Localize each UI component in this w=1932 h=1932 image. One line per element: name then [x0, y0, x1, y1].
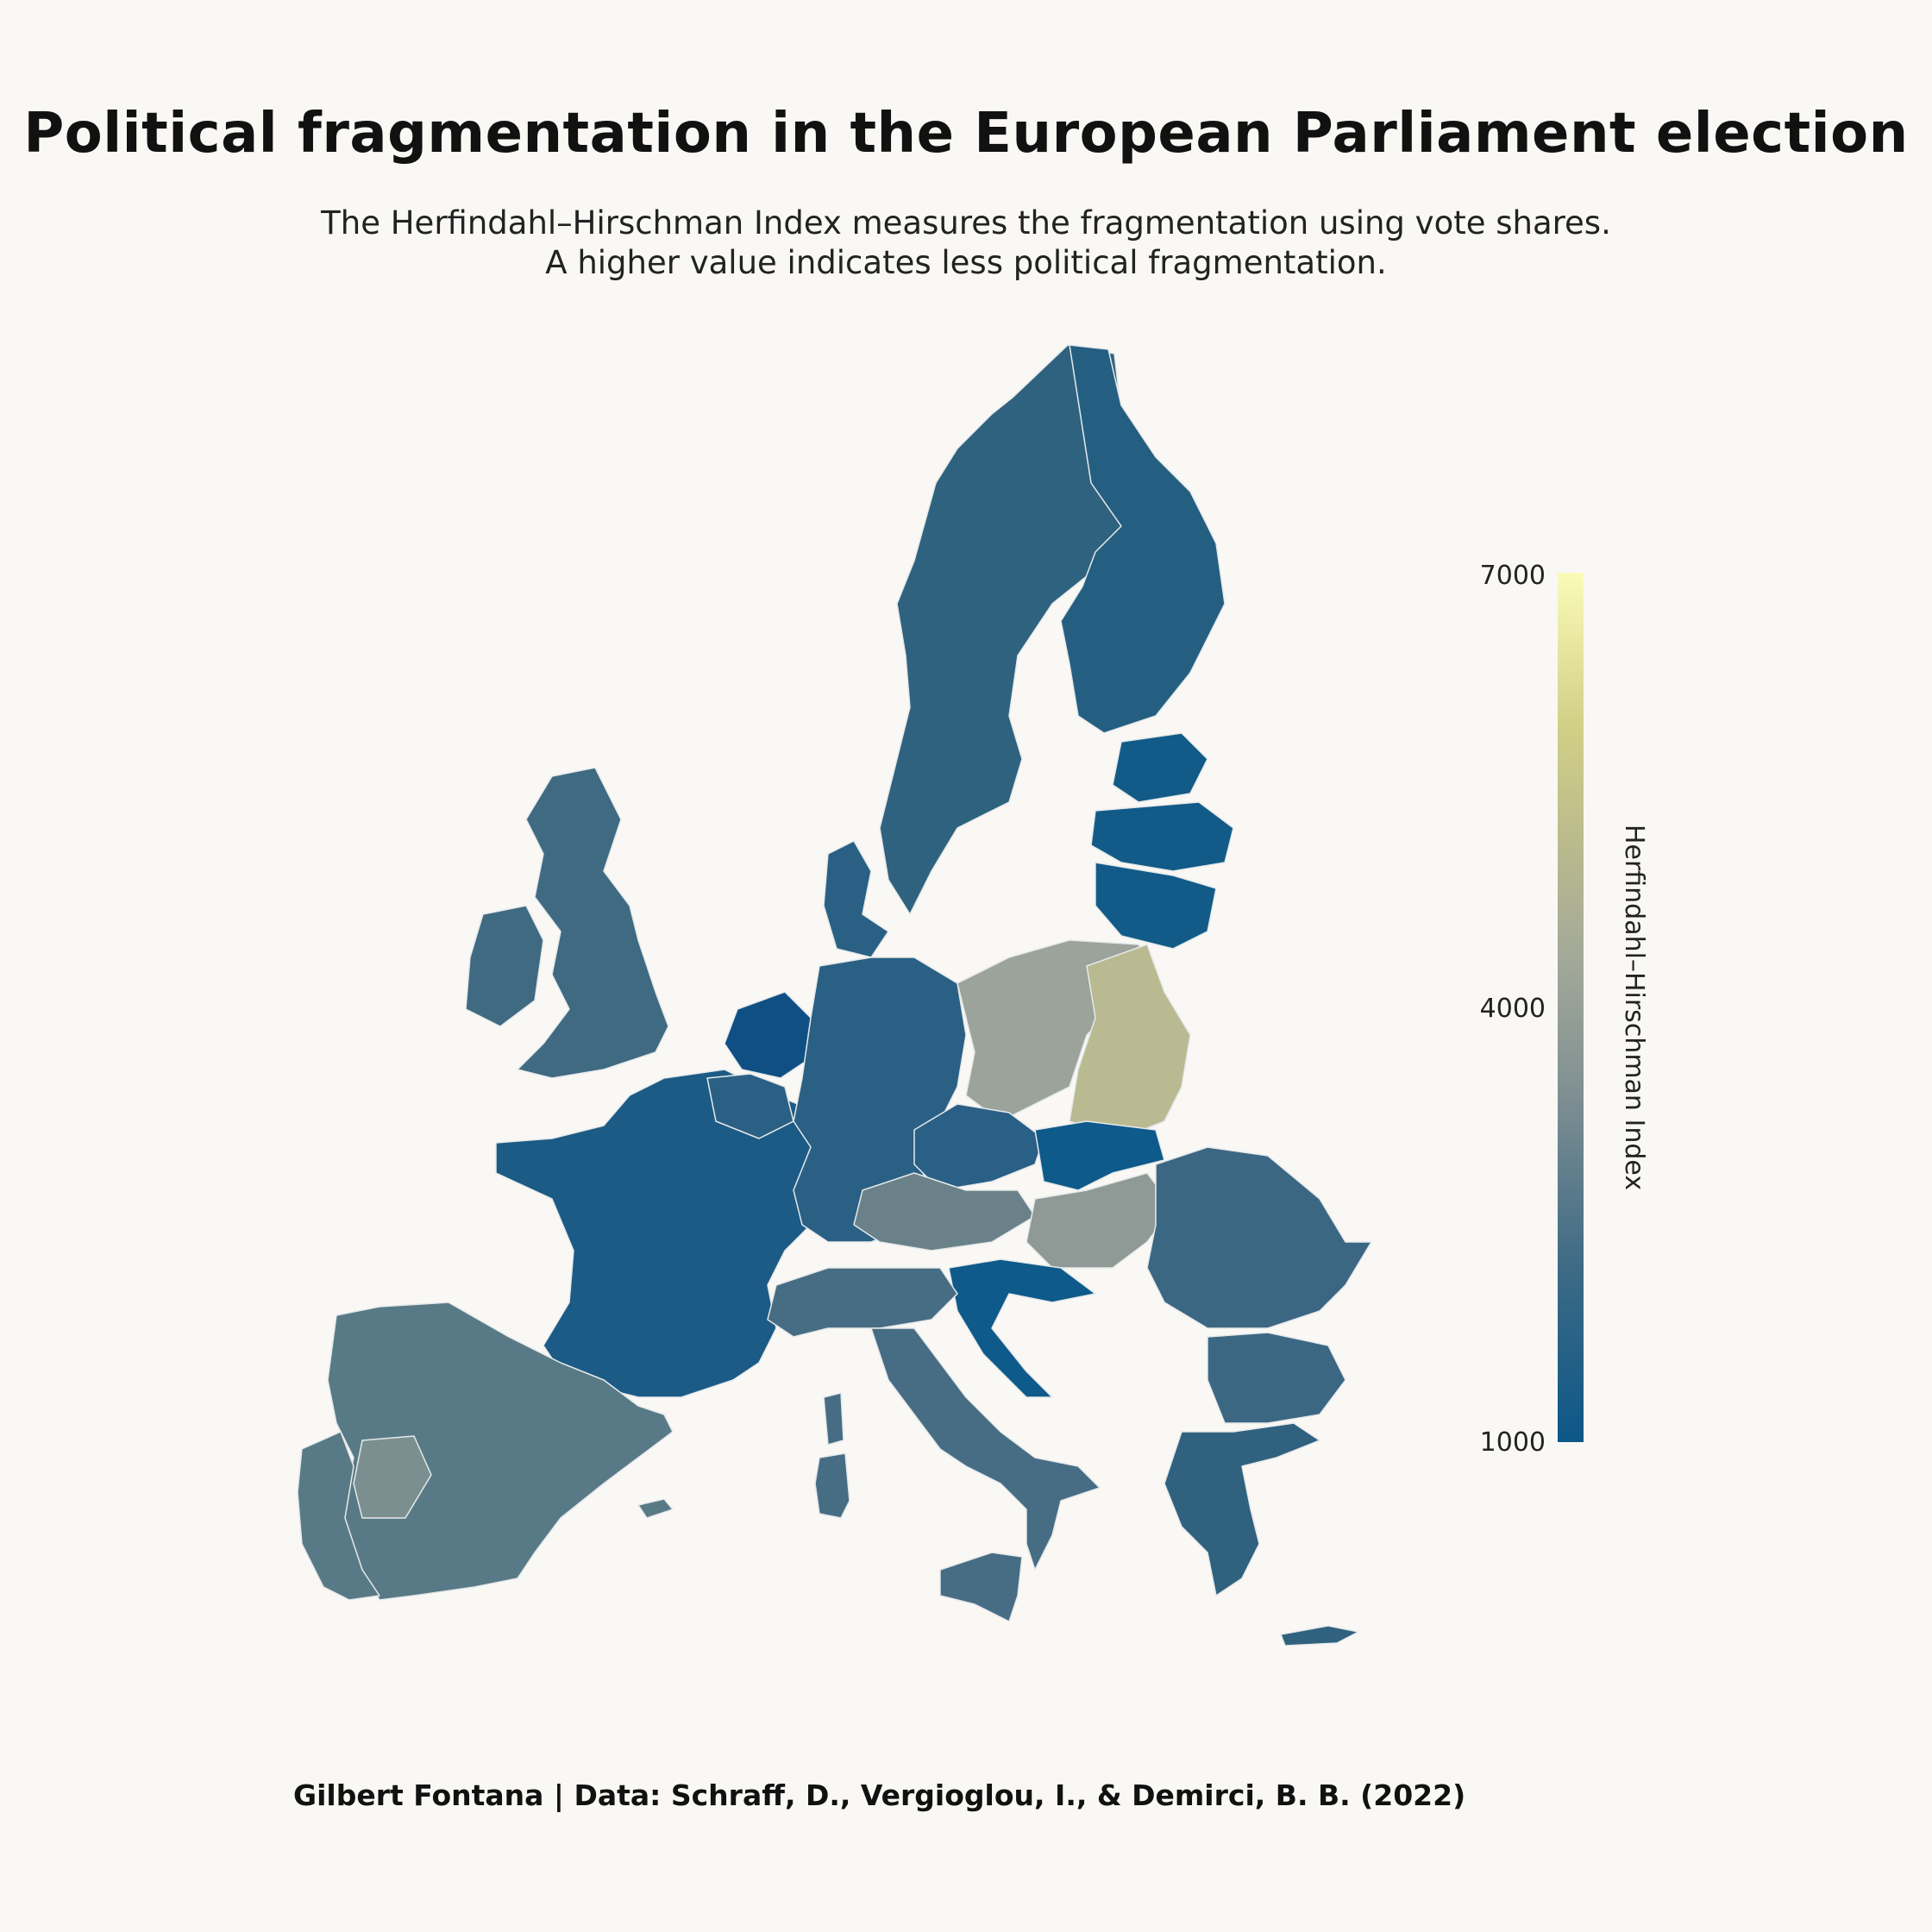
legend-tick-min: 1000	[1479, 1427, 1546, 1458]
region-slovakia	[1034, 1120, 1165, 1191]
region-latvia	[1090, 801, 1234, 872]
region-crete	[1280, 1625, 1359, 1647]
region-ireland	[465, 905, 544, 1027]
region-italy-north	[767, 1267, 958, 1338]
region-uk	[517, 767, 669, 1079]
subtitle: The Herfindahl–Hirschman Index measures …	[0, 204, 1932, 283]
legend-tick-mid: 4000	[1479, 994, 1546, 1024]
region-estonia	[1112, 732, 1208, 803]
region-balearic	[637, 1498, 674, 1519]
region-denmark	[823, 840, 889, 958]
region-central-spain	[353, 1435, 432, 1519]
region-croatia	[948, 1258, 1096, 1398]
region-austria	[853, 1172, 1036, 1251]
legend-colorbar	[1558, 573, 1584, 1442]
legend-tick-max: 7000	[1479, 561, 1546, 591]
region-corsica	[823, 1392, 844, 1446]
subtitle-line-2: A higher value indicates less political …	[545, 244, 1387, 281]
region-sicily	[939, 1552, 1023, 1622]
region-romania	[1146, 1146, 1372, 1329]
region-hungary	[1026, 1172, 1174, 1269]
region-bulgaria	[1207, 1332, 1346, 1424]
region-lithuania	[1095, 862, 1217, 950]
region-czechia	[913, 1103, 1044, 1191]
region-greece	[1164, 1422, 1320, 1596]
page-title: Political fragmentation in the European …	[23, 102, 1909, 166]
region-netherlands	[724, 991, 812, 1079]
region-finland	[1060, 344, 1226, 734]
subtitle-line-1: The Herfindahl–Hirschman Index measures …	[321, 204, 1611, 242]
region-italy-peninsula	[870, 1327, 1101, 1571]
source-caption: Gilbert Fontana | Data: Schraff, D., Ver…	[293, 1778, 1466, 1812]
region-portugal	[297, 1431, 380, 1601]
legend-title: Herfindahl–Hirschman Index	[1619, 824, 1649, 1191]
region-poland-east	[1069, 944, 1191, 1139]
region-sardinia	[814, 1452, 850, 1519]
